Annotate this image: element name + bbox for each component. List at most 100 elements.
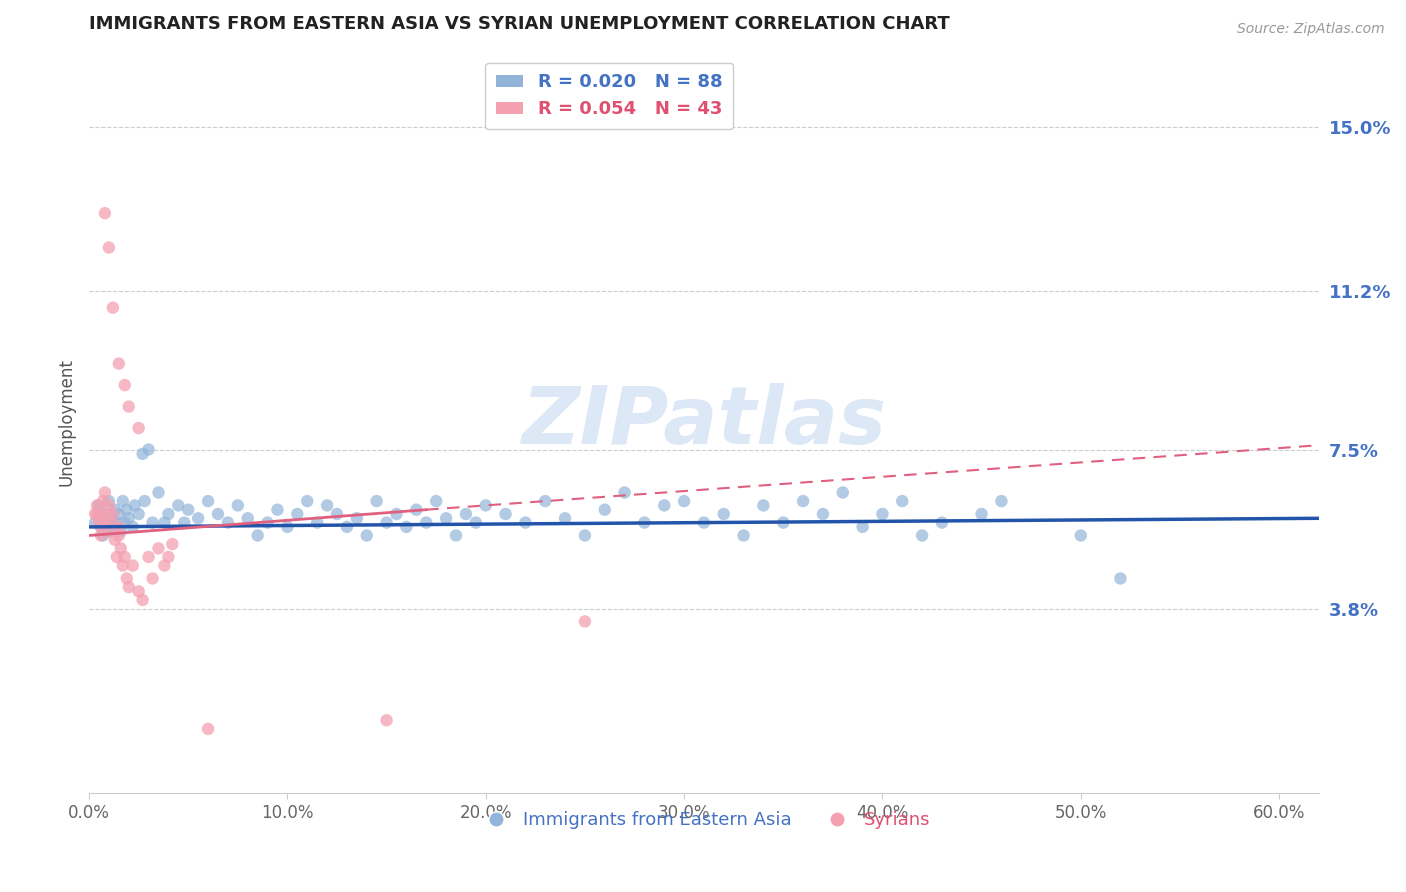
Point	[108, 507, 131, 521]
Point	[90, 520, 112, 534]
Point	[495, 507, 517, 521]
Point	[114, 378, 136, 392]
Point	[157, 549, 180, 564]
Point	[852, 520, 875, 534]
Point	[97, 524, 120, 538]
Point	[141, 571, 163, 585]
Point	[153, 558, 176, 573]
Point	[101, 507, 124, 521]
Point	[128, 421, 150, 435]
Point	[96, 516, 118, 530]
Point	[86, 507, 108, 521]
Point	[395, 520, 418, 534]
Point	[356, 528, 378, 542]
Point	[114, 516, 136, 530]
Point	[931, 516, 953, 530]
Point	[104, 502, 127, 516]
Point	[326, 507, 349, 521]
Point	[121, 520, 143, 534]
Point	[115, 571, 138, 585]
Point	[121, 558, 143, 573]
Point	[177, 502, 200, 516]
Text: Source: ZipAtlas.com: Source: ZipAtlas.com	[1237, 22, 1385, 37]
Point	[911, 528, 934, 542]
Point	[141, 516, 163, 530]
Point	[118, 511, 141, 525]
Point	[346, 511, 368, 525]
Point	[87, 507, 110, 521]
Point	[87, 499, 110, 513]
Point	[990, 494, 1012, 508]
Point	[673, 494, 696, 508]
Point	[772, 516, 794, 530]
Point	[187, 511, 209, 525]
Point	[157, 507, 180, 521]
Point	[307, 516, 329, 530]
Point	[593, 502, 616, 516]
Point	[86, 499, 108, 513]
Point	[124, 499, 146, 513]
Point	[90, 528, 112, 542]
Point	[434, 511, 457, 525]
Point	[134, 494, 156, 508]
Point	[148, 485, 170, 500]
Point	[574, 615, 596, 629]
Point	[970, 507, 993, 521]
Point	[375, 713, 398, 727]
Point	[111, 558, 134, 573]
Text: IMMIGRANTS FROM EASTERN ASIA VS SYRIAN UNEMPLOYMENT CORRELATION CHART: IMMIGRANTS FROM EASTERN ASIA VS SYRIAN U…	[89, 15, 950, 33]
Point	[534, 494, 557, 508]
Point	[574, 528, 596, 542]
Point	[91, 494, 114, 508]
Point	[138, 442, 160, 457]
Point	[101, 520, 124, 534]
Point	[454, 507, 477, 521]
Point	[613, 485, 636, 500]
Point	[415, 516, 437, 530]
Point	[84, 507, 107, 521]
Point	[128, 584, 150, 599]
Point	[297, 494, 319, 508]
Point	[633, 516, 655, 530]
Point	[464, 516, 486, 530]
Point	[105, 549, 128, 564]
Point	[114, 549, 136, 564]
Point	[91, 528, 114, 542]
Point	[108, 528, 131, 542]
Point	[90, 520, 112, 534]
Point	[111, 494, 134, 508]
Point	[97, 499, 120, 513]
Point	[131, 593, 153, 607]
Legend: Immigrants from Eastern Asia, Syrians: Immigrants from Eastern Asia, Syrians	[471, 804, 938, 837]
Point	[256, 516, 278, 530]
Point	[405, 502, 427, 516]
Point	[474, 499, 496, 513]
Point	[108, 357, 131, 371]
Point	[366, 494, 388, 508]
Point	[872, 507, 894, 521]
Point	[197, 494, 219, 508]
Point	[94, 516, 117, 530]
Point	[97, 524, 120, 538]
Point	[266, 502, 288, 516]
Point	[515, 516, 537, 530]
Point	[652, 499, 675, 513]
Point	[375, 516, 398, 530]
Point	[148, 541, 170, 556]
Point	[110, 541, 132, 556]
Point	[104, 533, 127, 547]
Point	[425, 494, 447, 508]
Point	[101, 301, 124, 315]
Point	[444, 528, 467, 542]
Point	[118, 580, 141, 594]
Point	[1109, 571, 1132, 585]
Point	[217, 516, 239, 530]
Point	[115, 502, 138, 516]
Point	[108, 520, 131, 534]
Point	[336, 520, 359, 534]
Point	[276, 520, 298, 534]
Point	[831, 485, 853, 500]
Point	[733, 528, 755, 542]
Point	[94, 206, 117, 220]
Point	[173, 516, 195, 530]
